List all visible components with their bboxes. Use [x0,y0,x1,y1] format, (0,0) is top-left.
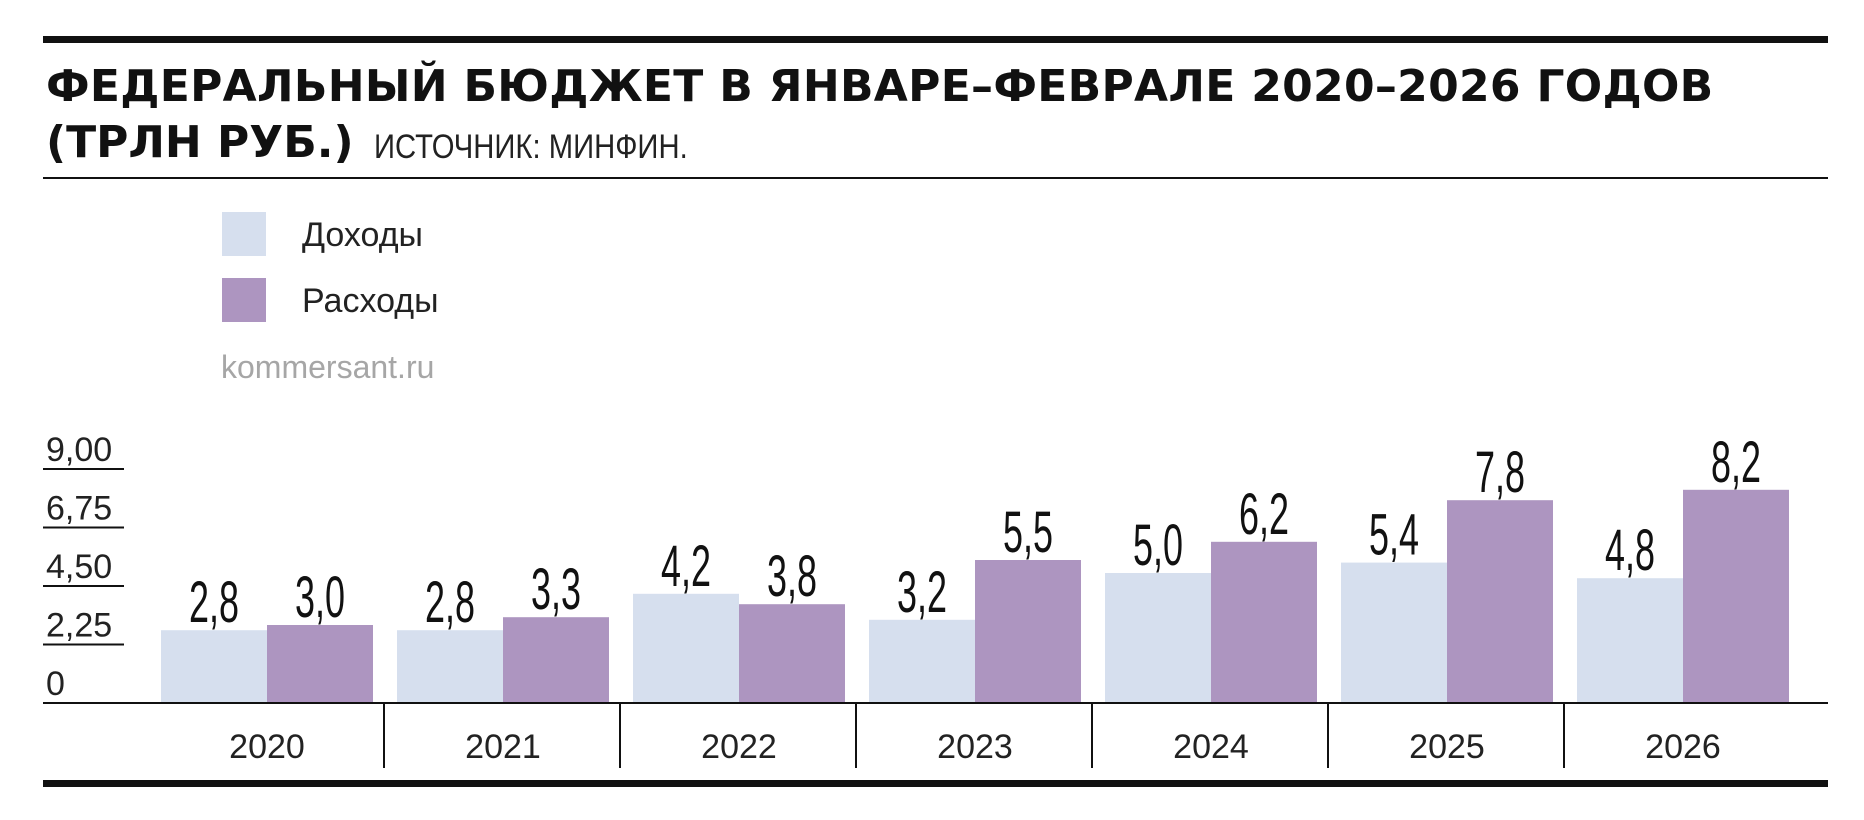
y-tick-label: 9,00 [46,431,112,469]
x-tick-label-2021: 2021 [465,728,541,766]
income-bar-2026 [1577,578,1683,703]
expense-value-label-2022: 3,8 [767,545,817,610]
income-bar-2023 [869,619,975,703]
expense-value-label-2023: 5,5 [1003,500,1053,565]
expense-value-label-2021: 3,3 [531,558,581,623]
income-value-label-2020: 2,8 [189,571,239,636]
top-rule [43,36,1828,43]
x-tick-label-2026: 2026 [1645,728,1721,766]
expense-value-label-2024: 6,2 [1239,482,1289,547]
income-bar-2024 [1105,573,1211,703]
expense-value-label-2020: 3,0 [295,565,345,630]
x-tick-label-2022: 2022 [701,728,777,766]
y-tick-label: 6,75 [46,490,112,528]
income-bar-2025 [1341,562,1447,703]
y-tick-label: 4,50 [46,548,112,586]
expense-bar-2022 [739,604,845,703]
bottom-rule [43,780,1828,787]
y-tick-label: 0 [46,665,65,703]
income-bar-2021 [397,630,503,703]
x-tick-label-2023: 2023 [937,728,1013,766]
bar-chart: 0 2,25 4,50 6,75 9,00 Доходы Расходы kommersant… [43,212,1828,768]
expense-bar-2023 [975,560,1081,703]
x-tick-label-2025: 2025 [1409,728,1485,766]
expense-value-label-2025: 7,8 [1475,441,1525,506]
expense-bar-2026 [1683,489,1789,703]
income-value-label-2022: 4,2 [661,534,711,599]
expense-bar-2020 [267,625,373,703]
expense-bar-2024 [1211,541,1317,703]
chart-title-units: (ТРЛН РУБ.) [46,117,354,168]
x-tick-label-2020: 2020 [229,728,305,766]
legend-swatch-expense [222,278,266,322]
y-tick-label: 2,25 [46,607,112,645]
income-value-label-2026: 4,8 [1605,519,1655,584]
income-value-label-2023: 3,2 [897,560,947,625]
source-note: ИСТОЧНИК: МИНФИН. [374,128,688,166]
income-bar-2020 [161,630,267,703]
chart-title: ФЕДЕРАЛЬНЫЙ БЮДЖЕТ В ЯНВАРЕ–ФЕВРАЛЕ 2020… [46,61,1714,112]
income-value-label-2025: 5,4 [1369,503,1419,568]
income-bar-2022 [633,593,739,703]
legend-label-expense: Расходы [302,282,439,320]
legend-label-income: Доходы [302,216,423,254]
expense-bar-2021 [503,617,609,703]
watermark-text: kommersant.ru [221,349,434,385]
expense-bar-2025 [1447,500,1553,703]
x-tick-label-2024: 2024 [1173,728,1249,766]
expense-value-label-2026: 8,2 [1711,430,1761,495]
header-divider [43,177,1828,179]
income-value-label-2024: 5,0 [1133,513,1183,578]
legend-swatch-income [222,212,266,256]
income-value-label-2021: 2,8 [425,571,475,636]
